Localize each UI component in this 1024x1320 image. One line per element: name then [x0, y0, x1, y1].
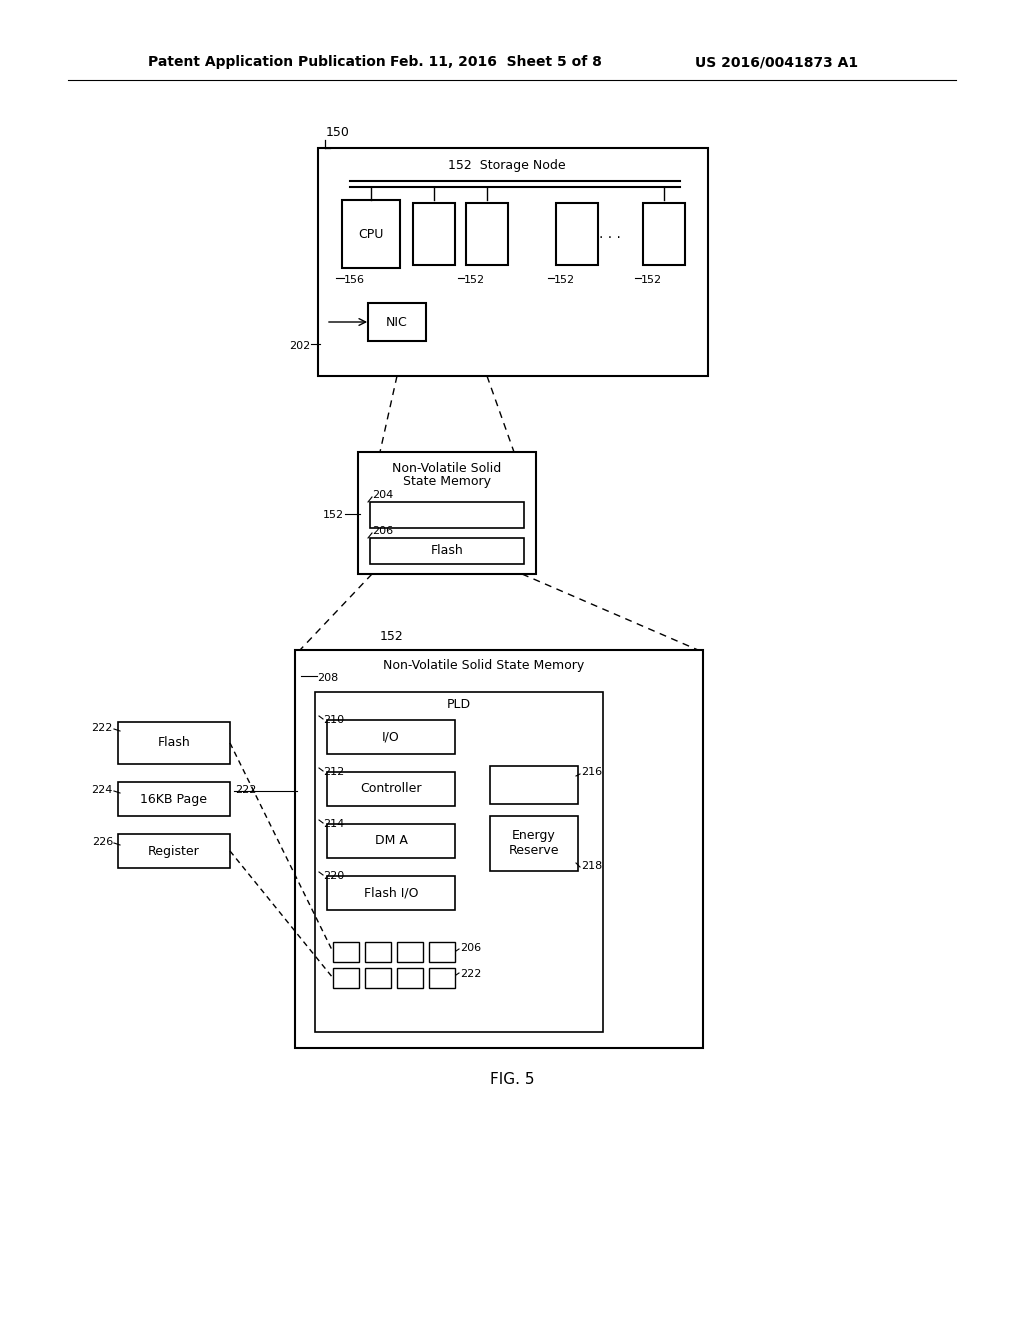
Bar [643, 203, 685, 265]
Text: 206: 206 [372, 525, 393, 536]
Bar [358, 451, 536, 574]
Text: 156: 156 [344, 275, 365, 285]
Bar [315, 692, 603, 1032]
Text: 226: 226 [92, 837, 113, 847]
Text: Energy: Energy [512, 829, 556, 842]
Bar [327, 719, 455, 754]
Bar [368, 304, 426, 341]
Bar [370, 502, 524, 528]
Text: 152: 152 [554, 275, 575, 285]
Bar [333, 968, 359, 987]
Text: 152: 152 [464, 275, 485, 285]
Bar [333, 942, 359, 962]
Bar [342, 201, 400, 268]
Text: Non-Volatile Solid: Non-Volatile Solid [392, 462, 502, 475]
Text: 152: 152 [323, 510, 344, 520]
Text: 152: 152 [641, 275, 663, 285]
Bar [318, 148, 708, 376]
Text: DM A: DM A [375, 834, 408, 847]
Text: 224: 224 [91, 785, 113, 795]
Bar [365, 968, 391, 987]
Bar [327, 772, 455, 807]
Bar [397, 968, 423, 987]
Bar [490, 816, 578, 871]
Text: 214: 214 [323, 818, 344, 829]
Text: 204: 204 [372, 490, 393, 500]
Text: CPU: CPU [358, 227, 384, 240]
Text: Flash I/O: Flash I/O [364, 887, 418, 899]
Text: 210: 210 [323, 715, 344, 725]
Text: PLD: PLD [446, 698, 471, 711]
Text: Non-Volatile Solid State Memory: Non-Volatile Solid State Memory [383, 659, 585, 672]
Bar [490, 766, 578, 804]
Bar [466, 203, 508, 265]
Text: State Memory: State Memory [403, 475, 490, 488]
Text: . . .: . . . [599, 227, 621, 242]
Bar [429, 968, 455, 987]
Text: Feb. 11, 2016  Sheet 5 of 8: Feb. 11, 2016 Sheet 5 of 8 [390, 55, 602, 69]
Text: Controller: Controller [360, 783, 422, 796]
Text: 202: 202 [289, 341, 310, 351]
Text: 16KB Page: 16KB Page [140, 792, 208, 805]
Text: Patent Application Publication: Patent Application Publication [148, 55, 386, 69]
Text: 220: 220 [323, 871, 344, 880]
Text: 216: 216 [581, 767, 602, 777]
Text: NIC: NIC [386, 315, 408, 329]
Bar [295, 649, 703, 1048]
Text: Flash: Flash [158, 737, 190, 750]
Text: Register: Register [148, 845, 200, 858]
Text: 222: 222 [91, 723, 113, 733]
Bar [118, 834, 230, 869]
Text: 208: 208 [317, 673, 338, 682]
Bar [327, 824, 455, 858]
Text: I/O: I/O [382, 730, 400, 743]
Text: 218: 218 [581, 861, 602, 871]
Bar [397, 942, 423, 962]
Bar [556, 203, 598, 265]
Text: 150: 150 [326, 125, 350, 139]
Text: US 2016/0041873 A1: US 2016/0041873 A1 [695, 55, 858, 69]
Bar [429, 942, 455, 962]
Text: 152: 152 [380, 631, 403, 644]
Text: 222: 222 [234, 785, 256, 795]
Bar [370, 539, 524, 564]
Bar [118, 781, 230, 816]
Bar [365, 942, 391, 962]
Text: Flash: Flash [431, 544, 464, 557]
Text: 206: 206 [460, 942, 481, 953]
Bar [327, 876, 455, 909]
Text: 222: 222 [460, 969, 481, 979]
Text: 212: 212 [323, 767, 344, 777]
Bar [413, 203, 455, 265]
Text: Reserve: Reserve [509, 843, 559, 857]
Text: 152  Storage Node: 152 Storage Node [449, 160, 565, 173]
Bar [118, 722, 230, 764]
Text: FIG. 5: FIG. 5 [489, 1072, 535, 1088]
